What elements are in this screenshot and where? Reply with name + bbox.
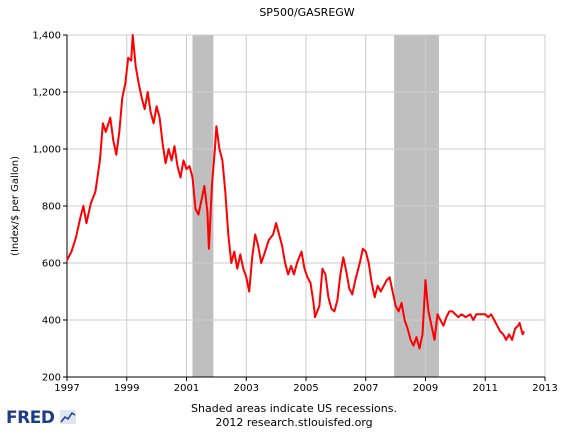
x-tick-label-2005: 2005 <box>293 383 318 394</box>
y-tick-label-1000: 1,000 <box>32 145 61 156</box>
y-axis-label: (Index/$ per Gallon) <box>10 156 21 256</box>
recession-note: Shaded areas indicate US recessions. <box>191 402 397 415</box>
y-tick-label-1400: 1,400 <box>32 31 61 42</box>
x-tick-label-2013: 2013 <box>532 383 557 394</box>
y-tick-label-1200: 1,200 <box>32 88 61 99</box>
plot-area: 1997 1999 2001 2003 2005 2007 2009 2011 2013 200 4… <box>32 31 557 395</box>
y-tick-label-400: 400 <box>42 316 61 327</box>
series-line-0 <box>66 34 525 350</box>
x-tick-label-2007: 2007 <box>353 383 378 394</box>
fred-logo-chart-icon <box>59 410 76 424</box>
y-tick-label-800: 800 <box>42 202 61 213</box>
fred-logo-text: FRED <box>6 408 55 428</box>
x-tick-label-2003: 2003 <box>234 383 259 394</box>
x-tick-label-1999: 1999 <box>114 383 139 394</box>
y-tick-label-200: 200 <box>42 373 61 384</box>
x-tick-label-1997: 1997 <box>54 383 79 394</box>
y-tick-label-600: 600 <box>42 259 61 270</box>
x-tick-label-2001: 2001 <box>174 383 199 394</box>
source-credit: 2012 research.stlouisfed.org <box>215 416 372 429</box>
x-tick-label-2011: 2011 <box>473 383 498 394</box>
fred-logo: FRED <box>6 408 76 428</box>
chart-title: SP500/GASREGW <box>259 6 354 19</box>
x-tick-label-2009: 2009 <box>413 383 438 394</box>
